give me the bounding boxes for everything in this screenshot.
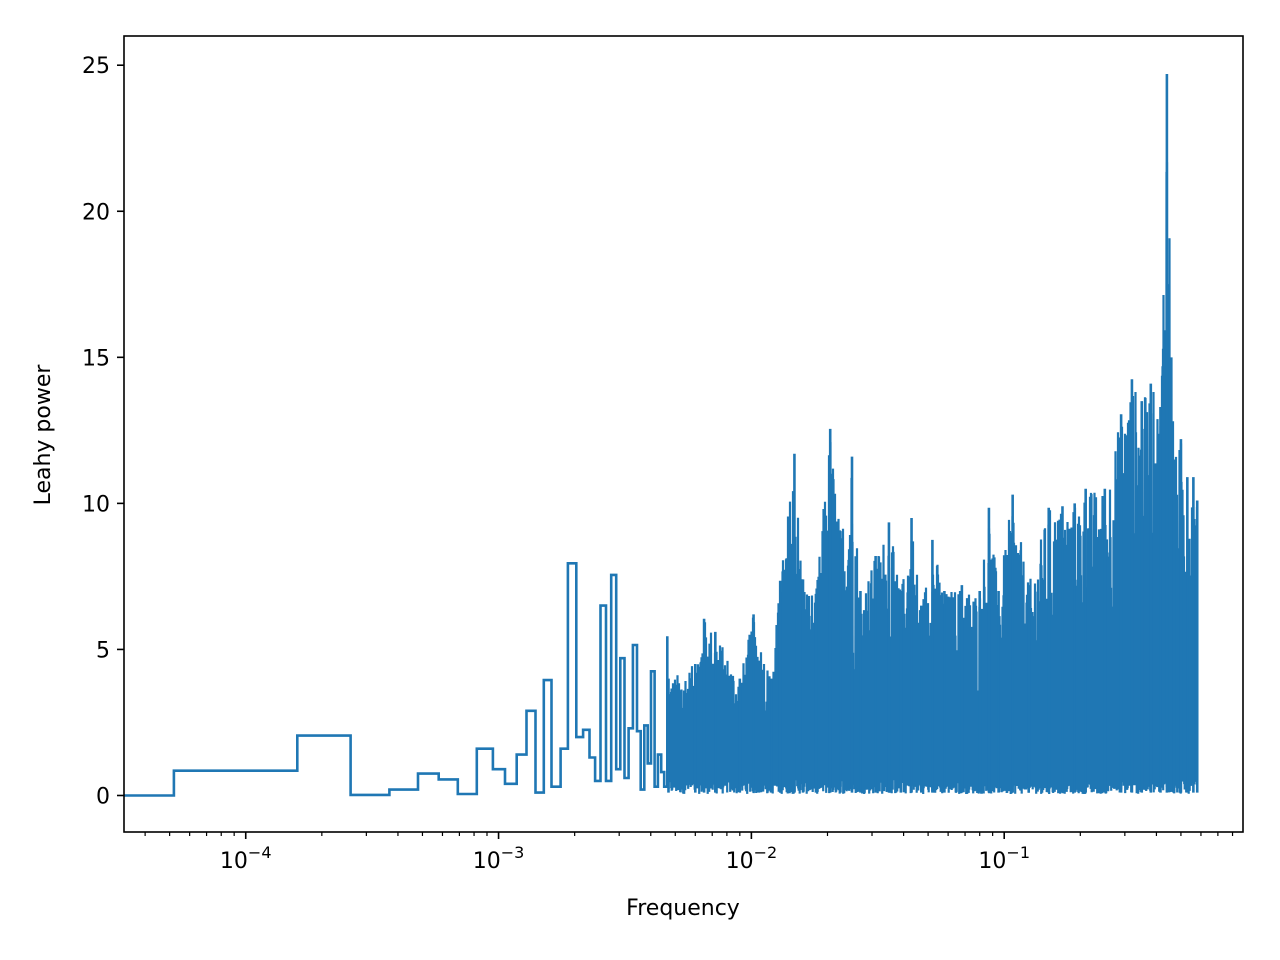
- x-tick-label: 10−3: [473, 843, 525, 874]
- y-tick-label: 20: [82, 200, 110, 225]
- plot-area: [124, 73, 1199, 797]
- y-tick-label: 15: [82, 346, 110, 371]
- y-axis: 0 5 10 15 20 25: [82, 54, 124, 809]
- y-tick-label: 0: [96, 784, 110, 809]
- x-tick-label: 10−2: [726, 843, 778, 874]
- plot-frame: [123, 35, 1244, 833]
- y-tick-label: 5: [96, 638, 110, 663]
- series-line-0: [124, 562, 669, 797]
- x-tick-label: 10−1: [978, 843, 1030, 874]
- x-axis: 10−4 10−3 10−2 10−1: [144, 832, 1234, 874]
- x-tick-label: 10−4: [220, 843, 272, 874]
- y-tick-label: 10: [82, 492, 110, 517]
- x-axis-label: Frequency: [626, 896, 740, 921]
- y-tick-label: 25: [82, 54, 110, 79]
- y-axis-label: Leahy power: [31, 364, 56, 506]
